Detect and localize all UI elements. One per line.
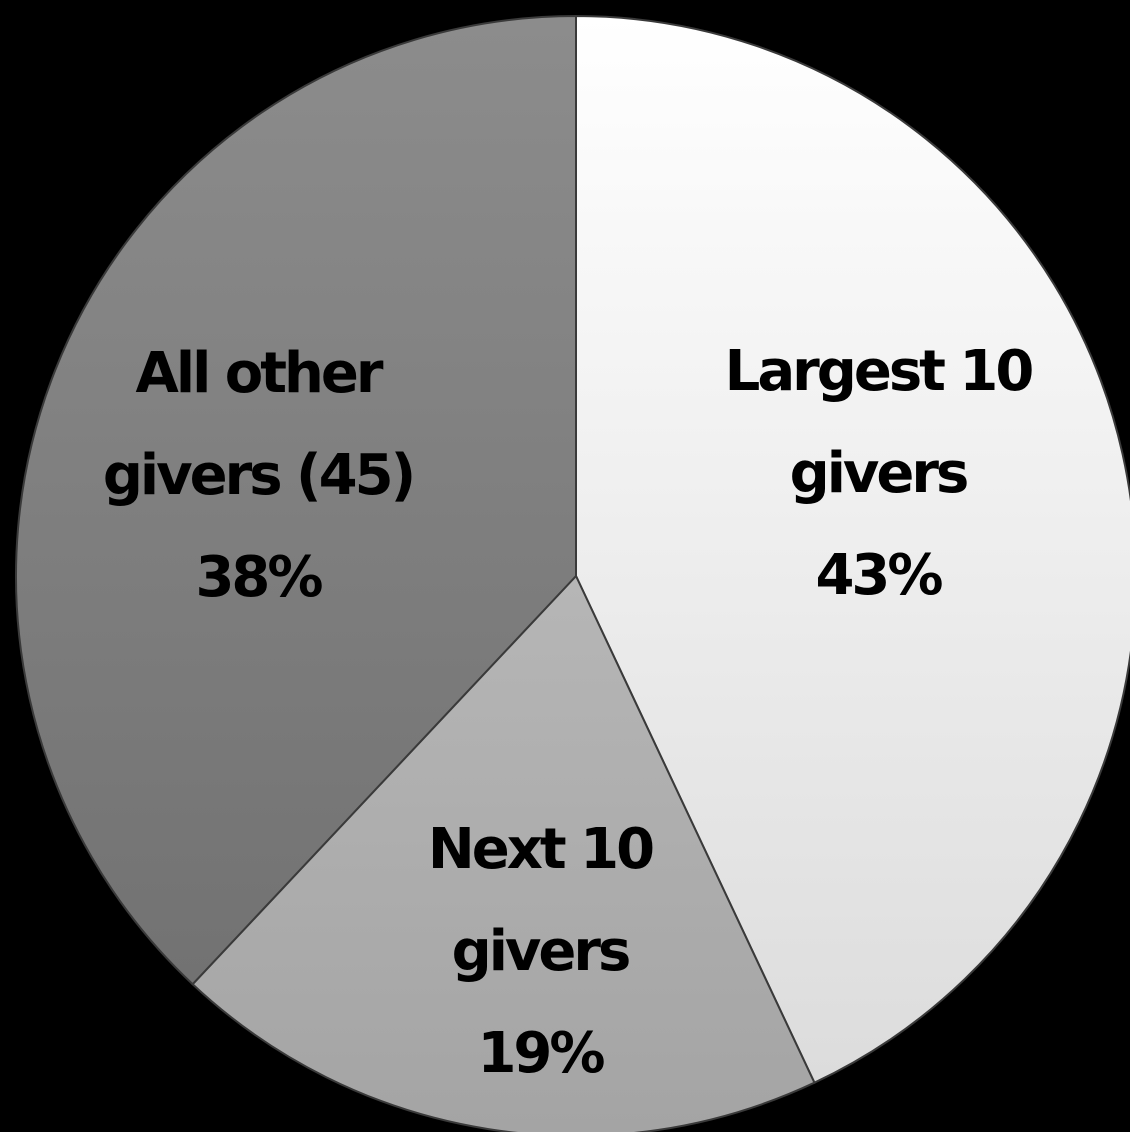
pie-slice-label-line: givers (45) [103, 443, 413, 508]
pie-slice-label-1: Largest 10 givers 43% [725, 339, 1033, 608]
pie-slice-2 [191, 574, 816, 1132]
pie-slice-label-line: Next 10 [428, 817, 653, 882]
pie-slice-label-line: givers [790, 441, 967, 506]
pie-slice-label-line: 43% [815, 543, 942, 608]
pie-slice-label-line: 38% [195, 545, 322, 610]
pie-slices [15, 14, 1130, 1132]
pie-slice-label-line: 19% [477, 1021, 604, 1086]
pie-labels: Largest 10 givers 43% Next 10 givers 19% All o… [103, 339, 1036, 1086]
pie-slice-3 [15, 14, 577, 986]
pie-slice-label-line: givers [452, 919, 629, 984]
pie-slice-label-2: Next 10 givers 19% [428, 817, 653, 1086]
pie-slice-label-3: All other givers (45) 38% [103, 341, 413, 610]
pie-slice-1 [575, 14, 1130, 1085]
pie-slice-label-line: Largest 10 [725, 339, 1033, 404]
pie-slice-label-line: All other [136, 341, 384, 406]
